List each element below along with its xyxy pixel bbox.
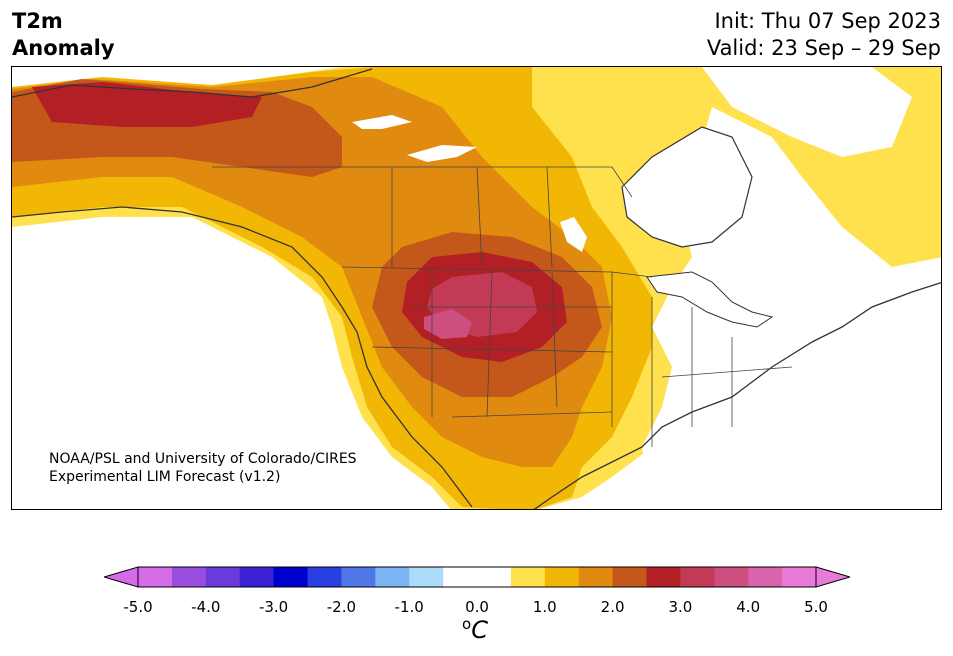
colorbar-tick-label: 0.0 — [465, 598, 489, 616]
colorbar-swatch — [544, 567, 580, 587]
colorbar-swatch — [171, 567, 207, 587]
colorbar-swatch — [782, 567, 817, 587]
colorbar-tick-label: -4.0 — [191, 598, 221, 616]
great-slave-lake — [352, 115, 412, 129]
credit-line-1: NOAA/PSL and University of Colorado/CIRE… — [49, 451, 357, 467]
colorbar-swatch — [239, 567, 275, 587]
colorbar-tick-label: -2.0 — [326, 598, 357, 616]
colorbar-tick-label: 5.0 — [804, 598, 828, 616]
colorbar-tick-label: 1.0 — [532, 598, 557, 616]
map-title: T2m Anomaly — [12, 8, 115, 62]
init-date: Init: Thu 07 Sep 2023 — [714, 9, 941, 33]
unit-label: oC — [462, 615, 488, 644]
colorbar-swatch — [341, 567, 376, 587]
band-core-peak — [424, 309, 472, 339]
lake-winnipeg — [560, 217, 587, 252]
colorbar-swatch — [578, 567, 614, 587]
colorbar-tick-label: -5.0 — [123, 598, 153, 616]
political-borders — [212, 166, 793, 447]
colorbar-extend-high — [815, 566, 850, 588]
colorbar-swatch — [477, 567, 512, 587]
title-line-2: Anomaly — [12, 36, 115, 60]
colorbar-tick-label: -1.0 — [394, 598, 424, 616]
colorbar-swatch — [375, 567, 410, 587]
colorbar-swatch — [680, 567, 715, 587]
unit-degree: o — [462, 615, 472, 633]
colorbar-border — [137, 566, 817, 588]
colorbar-swatch — [138, 567, 173, 587]
colorbar-swatch — [714, 567, 749, 587]
great-bear-lake — [407, 145, 477, 162]
valid-date: Valid: 23 Sep – 29 Sep — [706, 36, 941, 60]
colorbar-swatch — [510, 567, 546, 587]
credit-line-2: Experimental LIM Forecast (v1.2) — [49, 469, 281, 485]
hudson-bay — [621, 126, 753, 248]
colorbar-extend-low — [104, 566, 139, 588]
map-svg — [12, 67, 941, 509]
colorbar-swatch — [646, 567, 681, 587]
colorbar-tick-label: 3.0 — [668, 598, 693, 616]
credit-text: NOAA/PSL and University of Colorado/CIRE… — [49, 450, 357, 486]
colorbar-swatch — [205, 567, 241, 587]
forecast-dates: Init: Thu 07 Sep 2023 Valid: 23 Sep – 29… — [707, 8, 941, 62]
anomaly-map: NOAA/PSL and University of Colorado/CIRE… — [11, 66, 942, 510]
colorbar-tick-label: 2.0 — [600, 598, 625, 616]
great-lakes — [646, 271, 774, 328]
colorbar-swatch — [443, 567, 478, 587]
colorbar-swatch — [612, 567, 647, 587]
colorbar-swatch — [273, 567, 308, 587]
colorbar-tick-label: 4.0 — [736, 598, 761, 616]
colorbar-swatch — [307, 567, 342, 587]
colorbar — [104, 566, 850, 588]
coastline — [12, 68, 941, 509]
title-line-1: T2m — [12, 9, 63, 33]
colorbar-tick-label: -3.0 — [258, 598, 289, 616]
colorbar-swatch — [409, 567, 444, 587]
colorbar-swatch — [748, 567, 783, 587]
arctic-white — [702, 67, 912, 157]
unit-letter: C — [471, 616, 488, 644]
